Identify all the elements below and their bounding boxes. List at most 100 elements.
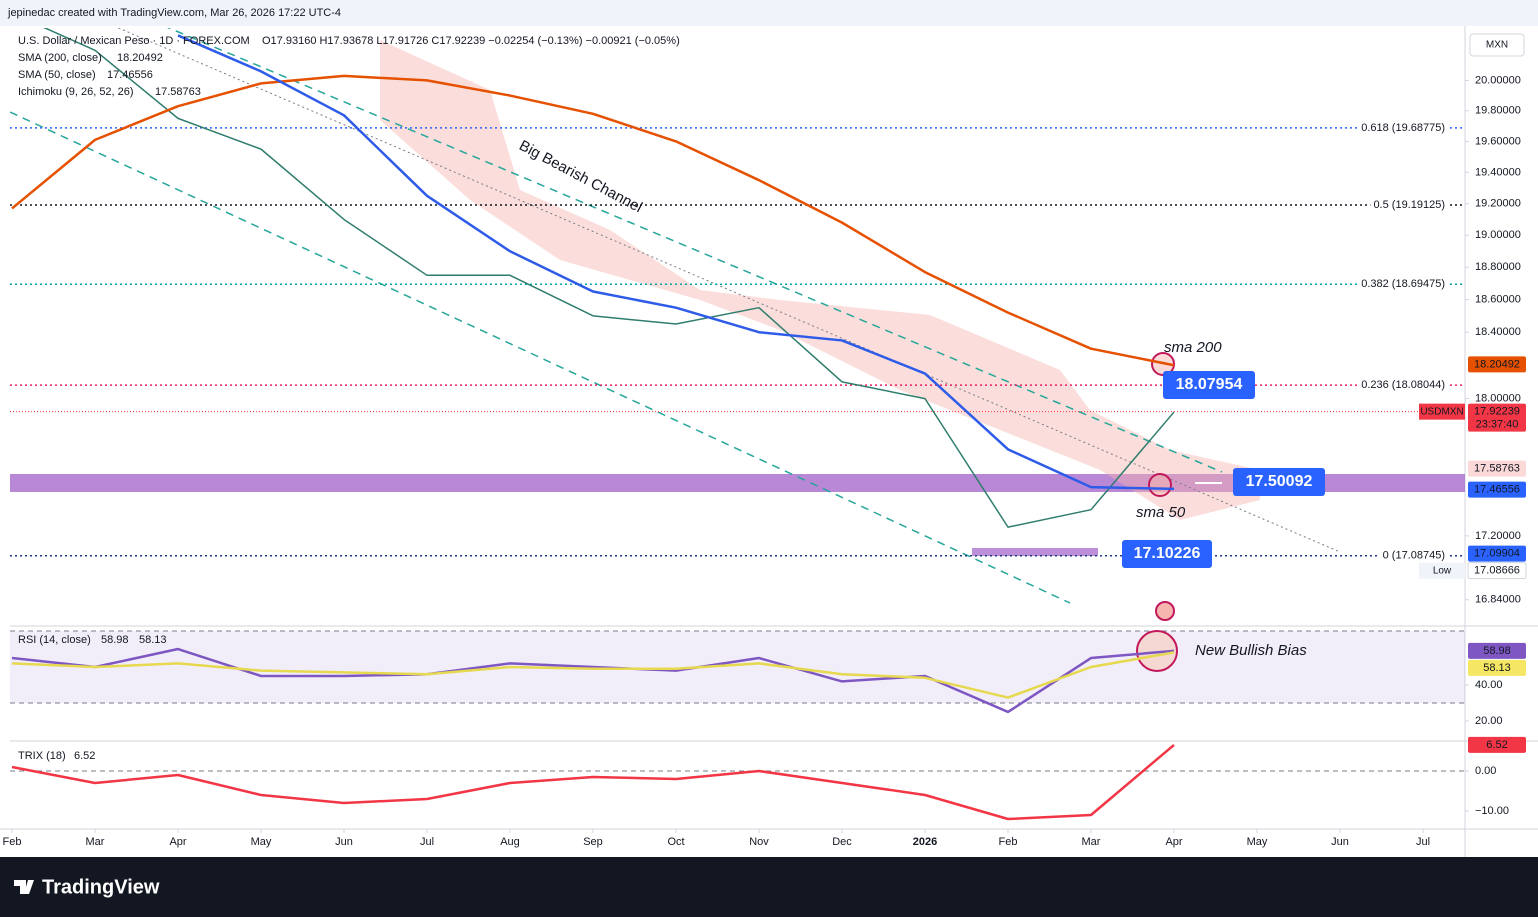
price-badge-label: 58.13	[1483, 662, 1511, 674]
channel-lower	[10, 111, 1071, 604]
x-tick-label: Jul	[420, 836, 434, 848]
legend-entry: SMA (50, close)	[18, 69, 96, 81]
price-badge	[1468, 736, 1526, 753]
series-line	[177, 34, 1175, 491]
y-tick-label: 19.00000	[1475, 229, 1521, 241]
fib-label: 0.382 (18.69475)	[1361, 278, 1445, 290]
tag: Low	[1433, 565, 1452, 576]
logo-icon	[14, 880, 34, 894]
symbol-title: U.S. Dollar / Mexican Peso · 1D · FOREX.…	[18, 35, 250, 47]
callout	[1163, 371, 1255, 399]
price-badge-label: 17.09904	[1474, 548, 1520, 560]
tag-bg	[1419, 562, 1465, 579]
legend-value: 6.52	[74, 750, 95, 762]
header: jepinedac created with TradingView.com, …	[7, 7, 341, 19]
y-tick-label: 20.00	[1475, 715, 1503, 727]
x-tick-label: Feb	[3, 836, 22, 848]
series-line	[43, 28, 1175, 528]
x-tick-label: Jun	[335, 836, 353, 848]
highlight-circle	[1136, 630, 1178, 672]
price-badge	[1468, 481, 1526, 498]
legend-value: 17.58763	[155, 86, 201, 98]
price-badge	[1468, 460, 1526, 477]
callout-label: 17.10226	[1134, 545, 1201, 562]
fib-label-bg	[1358, 277, 1448, 292]
x-tick-label: Aug	[500, 836, 520, 848]
price-badge-label: 18.20492	[1474, 358, 1520, 370]
fib-label: 0.618 (19.68775)	[1361, 122, 1445, 134]
price-badge-label: 17.46556	[1474, 484, 1520, 496]
y-tick-label: 0.00	[1475, 765, 1496, 777]
legend-entry: TRIX (18)	[18, 750, 66, 762]
price-badge	[1467, 562, 1527, 580]
callout-label: 18.07954	[1176, 376, 1243, 393]
x-tick-label: Oct	[667, 836, 684, 848]
y-tick-label: 19.40000	[1475, 166, 1521, 178]
x-tick-label: Jun	[1331, 836, 1349, 848]
y-tick-label: −10.00	[1475, 805, 1509, 817]
price-badge	[1468, 545, 1526, 562]
x-tick-label: Feb	[999, 836, 1018, 848]
x-tick-label: May	[1247, 836, 1268, 848]
legend-value: 58.13	[139, 634, 167, 646]
y-tick-label: 17.20000	[1475, 530, 1521, 542]
x-tick-label: Nov	[749, 836, 769, 848]
x-tick-label: Apr	[1165, 836, 1182, 848]
event-icon	[1155, 601, 1175, 621]
y-tick-label: 19.60000	[1475, 135, 1521, 147]
legend-entry: RSI (14, close)	[18, 634, 91, 646]
low-zone	[972, 548, 1098, 556]
logo-text: TradingView	[42, 876, 160, 898]
callout-label: 17.50092	[1246, 473, 1313, 490]
rsi-band	[10, 631, 1465, 703]
footer	[0, 857, 1538, 917]
y-tick-label: 18.40000	[1475, 326, 1521, 338]
x-tick-label: Jul	[1416, 836, 1430, 848]
legend-entry: Ichimoku (9, 26, 52, 26)	[18, 86, 134, 98]
price-badge	[1468, 642, 1526, 659]
price-badge-label: 17.58763	[1474, 463, 1520, 475]
series-line	[11, 647, 1175, 714]
annotation: sma 50	[1136, 504, 1186, 521]
y-tick-label: 18.80000	[1475, 261, 1521, 273]
price-badge-label: 58.98	[1483, 645, 1511, 657]
y-tick-label: 18.60000	[1475, 293, 1521, 305]
fib-label: 0 (17.08745)	[1383, 550, 1445, 562]
tag: USDMXN	[1420, 406, 1463, 417]
y-tick-label: 40.00	[1475, 679, 1503, 691]
price-badge-label: 6.52	[1486, 739, 1507, 751]
legend-value: 17.46556	[107, 69, 153, 81]
y-tick-label: 16.84000	[1475, 594, 1521, 606]
currency-box	[1469, 33, 1525, 57]
legend-value: 58.98	[101, 634, 129, 646]
price-badge	[1468, 356, 1526, 373]
fib-label: 0.236 (18.08044)	[1361, 379, 1445, 391]
channel-upper	[167, 28, 1223, 473]
highlight-circle	[1148, 473, 1172, 497]
legend-value: 18.20492	[117, 52, 163, 64]
y-tick-label: 20.00000	[1475, 74, 1521, 86]
price-badge	[1468, 403, 1526, 432]
fib-label-bg	[1370, 197, 1448, 212]
x-tick-label: 2026	[913, 836, 937, 848]
tag-bg	[1419, 403, 1465, 420]
y-tick-label: 19.20000	[1475, 198, 1521, 210]
countdown: 23:37:40	[1476, 419, 1519, 431]
pane	[11, 647, 1175, 714]
series-line	[11, 743, 1175, 821]
callout	[1233, 468, 1325, 496]
x-tick-label: Sep	[583, 836, 603, 848]
ichimoku-cloud	[380, 40, 1260, 520]
series-line	[11, 651, 1175, 699]
series-line	[11, 74, 1175, 367]
pane	[10, 28, 1465, 557]
ohlc: O17.93160 H17.93678 L17.91726 C17.92239 …	[262, 35, 680, 47]
price-badge-label: 17.92239	[1474, 406, 1520, 418]
x-tick-label: Mar	[86, 836, 105, 848]
x-tick-label: Apr	[169, 836, 186, 848]
fib-label-bg	[1358, 120, 1448, 135]
annotation: sma 200	[1164, 339, 1222, 356]
callout	[1122, 540, 1212, 568]
